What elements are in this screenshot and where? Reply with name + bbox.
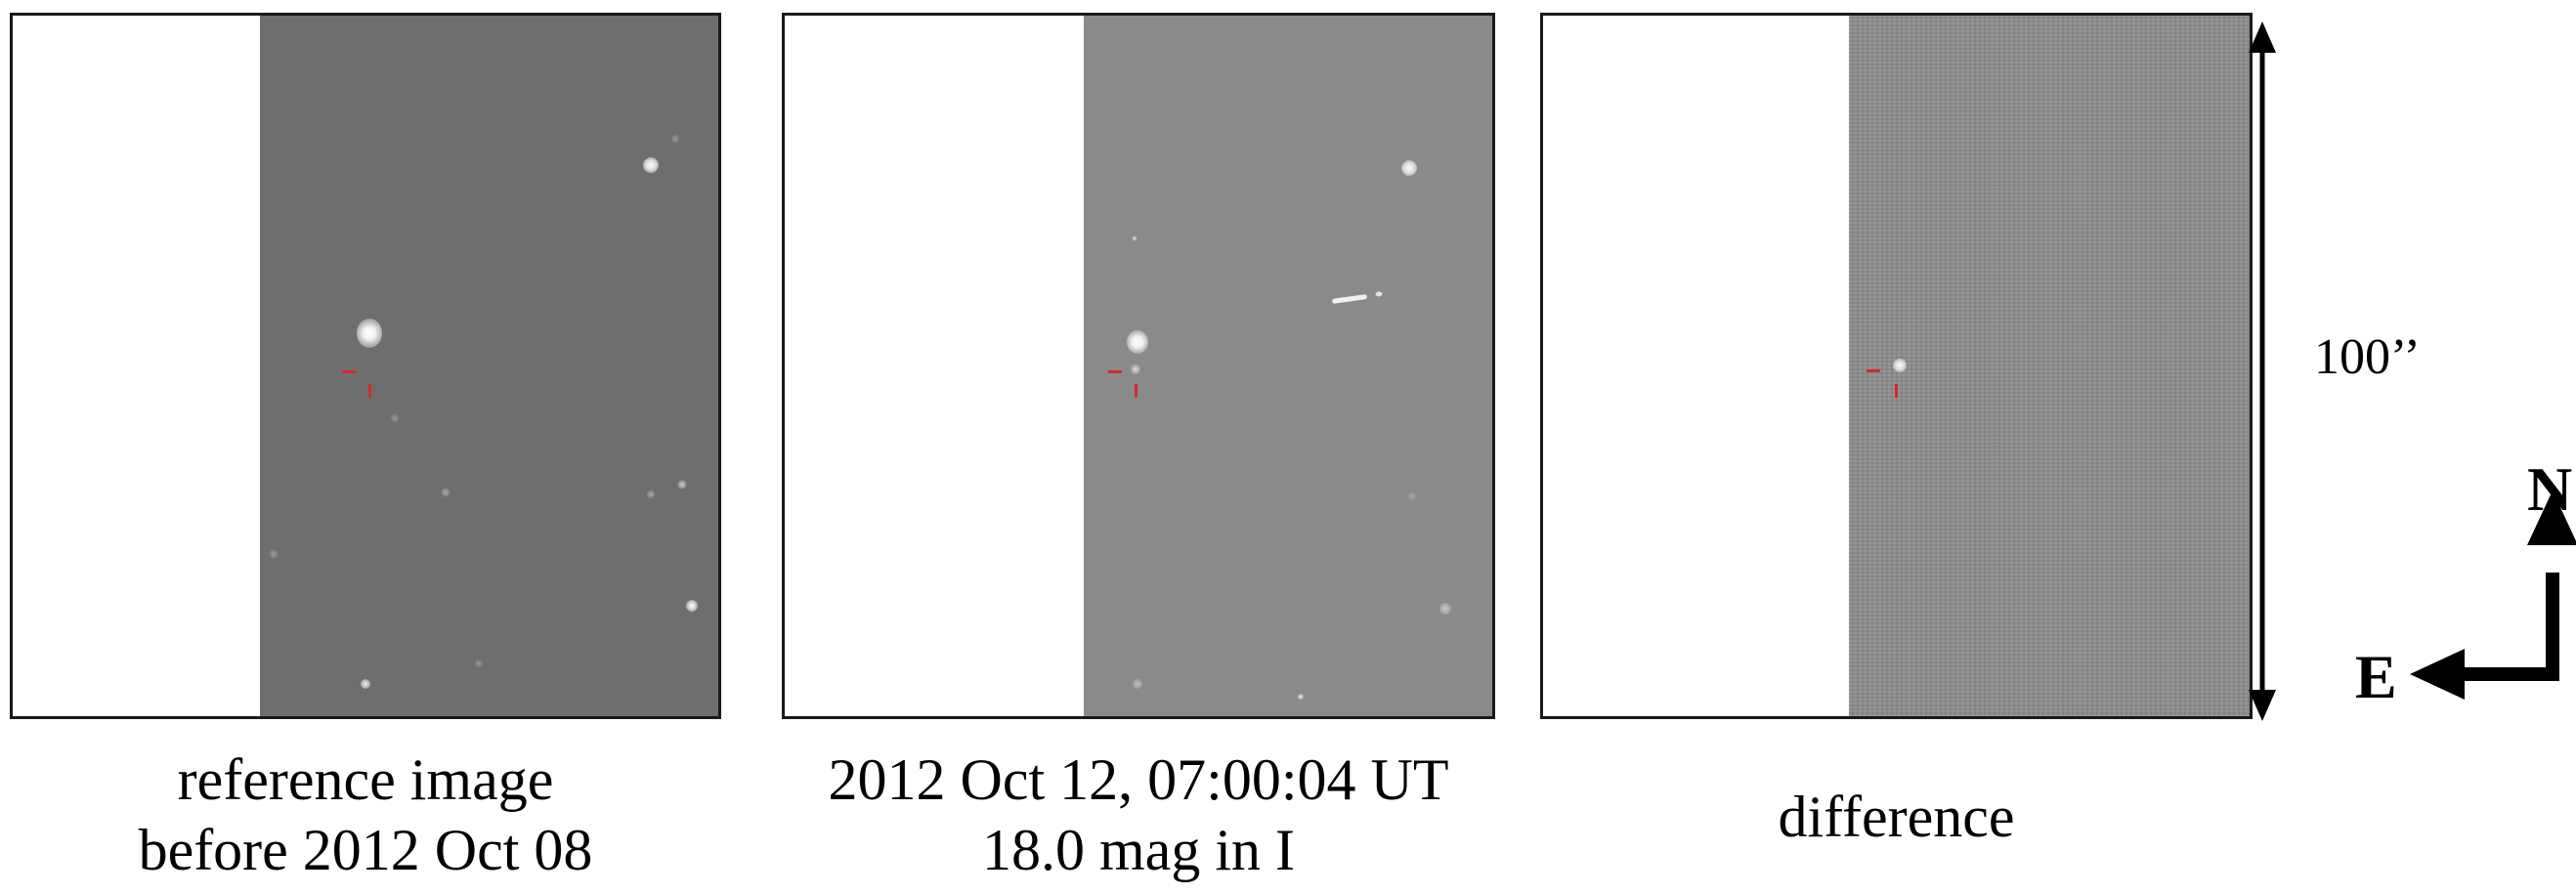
sky-image — [1084, 16, 1492, 716]
marker-tick-vertical — [1895, 384, 1898, 398]
arrowhead-up-icon — [2249, 21, 2276, 53]
east-arrow-icon — [2410, 649, 2465, 700]
transient-source — [1131, 364, 1140, 374]
marker-tick-horizontal — [1108, 370, 1122, 373]
marker-tick-vertical — [1135, 384, 1138, 398]
star — [1375, 291, 1383, 297]
caption-line: before 2012 Oct 08 — [138, 818, 593, 882]
blank-area — [785, 16, 1084, 716]
sky-image — [1849, 16, 2250, 716]
star — [475, 660, 483, 667]
star — [1132, 235, 1138, 241]
star — [1298, 694, 1304, 700]
caption-line: 18.0 mag in I — [982, 818, 1295, 882]
star — [647, 490, 655, 498]
reference-caption: reference image before 2012 Oct 08 — [10, 745, 721, 885]
north-arrow-icon — [2527, 490, 2576, 545]
observation-image-panel — [782, 13, 1495, 719]
reference-image-panel — [10, 13, 721, 719]
caption-line: difference — [1778, 785, 2015, 849]
marker-tick-vertical — [368, 384, 371, 398]
star — [361, 679, 370, 689]
east-label: E — [2355, 642, 2397, 711]
marker-tick-horizontal — [1867, 369, 1880, 372]
star — [1439, 603, 1451, 615]
star — [391, 414, 399, 422]
star — [269, 549, 279, 559]
star — [1401, 160, 1417, 176]
caption-line: 2012 Oct 12, 07:00:04 UT — [828, 747, 1449, 812]
star — [671, 135, 679, 143]
difference-caption: difference — [1540, 782, 2253, 852]
marker-tick-horizontal — [342, 370, 356, 373]
arrowhead-down-icon — [2249, 690, 2276, 721]
difference-image-panel — [1540, 13, 2253, 719]
blank-area — [1543, 16, 1849, 716]
star — [677, 480, 687, 490]
north-label: N — [2527, 454, 2573, 524]
caption-line: reference image — [177, 747, 554, 812]
sky-image — [260, 16, 718, 716]
scale-bar — [2249, 21, 2276, 721]
scale-bar-label: 100’’ — [2314, 329, 2421, 385]
star — [643, 157, 659, 173]
star — [1408, 492, 1416, 500]
observation-caption: 2012 Oct 12, 07:00:04 UT 18.0 mag in I — [752, 745, 1524, 885]
compass — [2410, 490, 2576, 700]
satellite-streak — [1331, 294, 1368, 304]
host-galaxy — [357, 319, 382, 348]
host-galaxy — [1127, 330, 1148, 354]
star — [441, 488, 451, 497]
transient-source — [1893, 359, 1907, 372]
star — [686, 600, 698, 612]
star — [1133, 679, 1142, 689]
blank-area — [13, 16, 260, 716]
